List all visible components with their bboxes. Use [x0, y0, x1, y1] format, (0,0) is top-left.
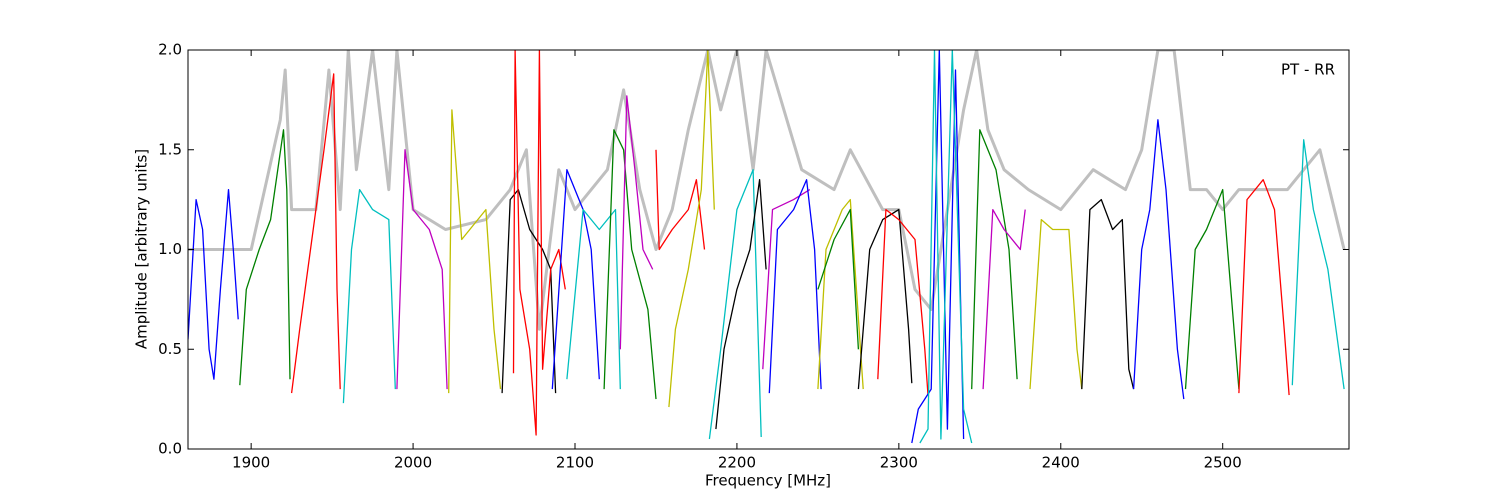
- x-tick-label: 2500: [1204, 454, 1242, 472]
- y-axis-label: Amplitude [arbitrary units]: [133, 149, 151, 349]
- plot-lines: [188, 50, 1346, 444]
- x-tick-label: 2300: [880, 454, 918, 472]
- x-tick-label: 1900: [232, 454, 270, 472]
- series-line: [655, 149, 706, 251]
- series-line: [919, 50, 973, 444]
- series-line: [501, 188, 557, 394]
- annotation: PT - RR: [1281, 61, 1335, 79]
- y-tick-label: 2.0: [158, 41, 182, 59]
- x-tick-label: 2100: [556, 454, 594, 472]
- series-line: [566, 208, 621, 390]
- series-line: [708, 169, 762, 440]
- series-line: [188, 188, 239, 380]
- series-line: [1132, 119, 1185, 400]
- series-line: [857, 208, 913, 390]
- series-line: [1238, 179, 1290, 396]
- series-line: [512, 50, 566, 436]
- series-line: [971, 129, 1018, 390]
- series-line: [448, 109, 502, 394]
- series-line: [342, 188, 396, 404]
- x-axis-label: Frequency [MHz]: [705, 472, 831, 490]
- series-line: [1291, 139, 1345, 390]
- y-tick-label: 1.0: [158, 240, 182, 258]
- plot-frame: [187, 49, 1350, 450]
- x-tick-label: 2400: [1042, 454, 1080, 472]
- series-line: [982, 208, 1026, 390]
- series-line: [1081, 198, 1135, 390]
- y-tick-label: 0.5: [158, 340, 182, 358]
- x-tick-label: 2200: [718, 454, 756, 472]
- series-line: [290, 73, 341, 394]
- series-line: [768, 179, 822, 394]
- y-tick-label: 0.0: [158, 440, 182, 458]
- series-line: [911, 50, 965, 444]
- y-tick-label: 1.5: [158, 140, 182, 158]
- series-line: [715, 179, 767, 430]
- series-line: [877, 208, 929, 396]
- series-line: [817, 208, 860, 350]
- series-line: [396, 149, 448, 390]
- series-line: [619, 95, 654, 350]
- series-line: [1184, 188, 1240, 390]
- series-line: [817, 198, 864, 390]
- x-tick-label: 2000: [394, 454, 432, 472]
- series-line: [668, 50, 715, 408]
- background-trace: [188, 50, 1346, 331]
- series-line: [1029, 218, 1083, 390]
- series-line: [239, 129, 291, 386]
- series-line: [762, 189, 811, 370]
- series-line: [603, 129, 657, 400]
